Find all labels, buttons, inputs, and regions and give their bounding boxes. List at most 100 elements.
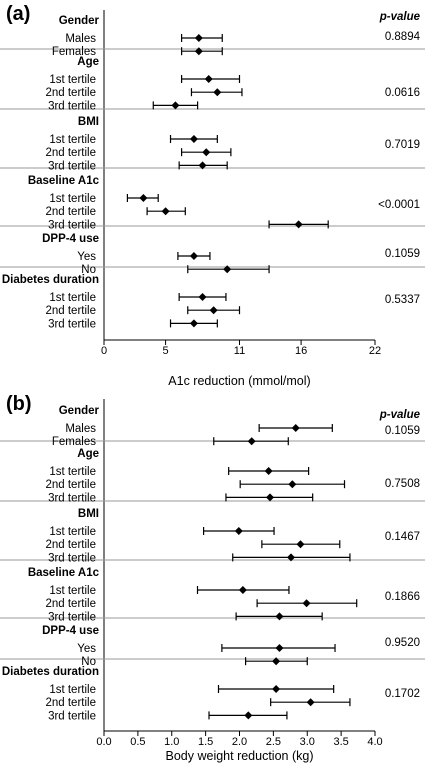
forest-row: 3rd tertile [48, 492, 314, 504]
forest-row: Yes [77, 643, 336, 655]
estimate-diamond [234, 527, 243, 535]
x-tick-label: 3.0 [300, 736, 315, 748]
forest-row: 3rd tertile [48, 318, 218, 330]
row-label: 2nd tertile [45, 697, 96, 709]
row-label: 3rd tertile [48, 100, 96, 112]
row-label: 2nd tertile [45, 539, 96, 551]
estimate-diamond [213, 88, 222, 97]
forest-row: 1st tertile [49, 193, 159, 205]
group-heading: Baseline A1c [28, 175, 100, 187]
forest-row: 1st tertile [49, 585, 290, 597]
x-tick-label: 1.5 [198, 736, 213, 748]
estimate-diamond [139, 194, 148, 202]
panel-label: (b) [6, 393, 32, 415]
forest-row: No [81, 264, 270, 276]
estimate-diamond [238, 586, 247, 594]
row-label: 1st tertile [49, 134, 96, 146]
estimate-diamond [223, 265, 232, 274]
forest-row: Females [52, 46, 223, 58]
x-tick-label: 2.5 [266, 736, 281, 748]
estimate-diamond [161, 207, 170, 216]
x-tick-label: 3.5 [333, 736, 348, 748]
forest-row: 2nd tertile [45, 479, 346, 491]
group-heading: DPP-4 use [42, 625, 99, 637]
estimate-diamond [275, 644, 284, 652]
row-label: Females [52, 436, 96, 448]
row-label: 2nd tertile [45, 598, 96, 610]
group-pvalue: 0.8894 [385, 31, 421, 43]
group-pvalue: 0.1059 [385, 248, 420, 260]
x-tick-label: 1.0 [164, 736, 179, 748]
estimate-diamond [288, 480, 297, 489]
row-label: 1st tertile [49, 74, 96, 86]
estimate-diamond [265, 493, 274, 502]
group-pvalue: 0.1866 [385, 591, 420, 603]
x-axis-label: A1c reduction (mmol/mol) [168, 374, 310, 388]
forest-row: Females [52, 436, 289, 448]
row-label: 3rd tertile [48, 611, 96, 623]
forest-row: 3rd tertile [48, 100, 199, 112]
group-heading: Diabetes duration [2, 274, 99, 286]
x-tick-label: 2.0 [232, 736, 247, 748]
forest-row: 1st tertile [49, 292, 227, 304]
row-label: Yes [77, 251, 96, 263]
group-heading: BMI [78, 116, 99, 128]
group-pvalue: 0.7508 [385, 478, 420, 490]
x-tick-label: 0.0 [96, 736, 111, 748]
forest-row: Males [65, 33, 223, 45]
forest-row: Males [65, 423, 333, 435]
group-heading: Gender [59, 405, 100, 417]
estimate-diamond [272, 657, 281, 666]
estimate-diamond [244, 711, 253, 720]
row-label: Females [52, 46, 96, 58]
estimate-diamond [306, 698, 315, 707]
forest-row: 3rd tertile [48, 552, 351, 564]
estimate-diamond [209, 306, 218, 315]
row-label: 2nd tertile [45, 206, 96, 218]
row-label: 3rd tertile [48, 492, 96, 504]
group-heading: Baseline A1c [28, 567, 100, 579]
estimate-diamond [198, 161, 207, 170]
group-heading: Diabetes duration [2, 666, 99, 678]
row-label: 2nd tertile [45, 305, 96, 317]
forest-row: 1st tertile [49, 684, 335, 696]
x-tick-label: 0.5 [130, 736, 145, 748]
row-label: 3rd tertile [48, 160, 96, 172]
group-pvalue: 0.1702 [385, 688, 420, 700]
row-label: 3rd tertile [48, 552, 96, 564]
pvalue-header: p-value [379, 11, 421, 23]
row-label: 3rd tertile [48, 318, 96, 330]
pvalue-header: p-value [379, 409, 421, 421]
estimate-diamond [194, 47, 203, 56]
forest-row: 2nd tertile [45, 598, 358, 610]
estimate-diamond [189, 319, 198, 328]
group-heading: BMI [78, 508, 99, 520]
group-heading: DPP-4 use [42, 233, 99, 245]
estimate-diamond [272, 685, 281, 693]
forest-row: 3rd tertile [48, 710, 288, 722]
forest-row: 1st tertile [49, 466, 310, 478]
row-label: 3rd tertile [48, 219, 96, 231]
estimate-diamond [286, 553, 295, 562]
x-tick-label: 0 [101, 345, 107, 357]
x-axis-label: Body weight reduction (kg) [166, 749, 314, 763]
forest-row: 3rd tertile [48, 611, 323, 623]
forest-row: 3rd tertile [48, 219, 329, 231]
x-tick-label: 5 [163, 345, 169, 357]
group-pvalue: <0.0001 [378, 199, 420, 211]
group-pvalue: 0.1467 [385, 531, 420, 543]
row-label: Yes [77, 643, 96, 655]
estimate-diamond [198, 293, 207, 301]
row-label: 2nd tertile [45, 479, 96, 491]
estimate-diamond [204, 75, 213, 83]
x-tick-label: 4.0 [367, 736, 382, 748]
estimate-diamond [296, 540, 305, 549]
row-label: No [81, 264, 96, 276]
row-label: No [81, 656, 96, 668]
estimate-diamond [294, 220, 303, 229]
estimate-diamond [189, 135, 198, 143]
estimate-diamond [264, 467, 273, 475]
group-pvalue: 0.9520 [385, 637, 420, 649]
